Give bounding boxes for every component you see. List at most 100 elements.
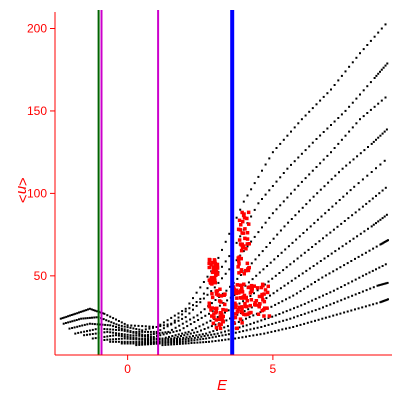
scatter-point-black-9-51 [300, 314, 303, 316]
scatter-point-black-2-79 [326, 154, 329, 157]
scatter-point-red-4-22 [247, 222, 251, 226]
scatter-point-red-0-16 [210, 314, 214, 318]
scatter-point-black-6-59 [294, 277, 297, 280]
scatter-point-red-2-9 [260, 294, 264, 299]
scatter-point-red-0-39 [218, 315, 223, 319]
scatter-point-black-3-55 [250, 262, 253, 265]
scatter-point-black-10-46 [314, 319, 316, 322]
scatter-point-black-4-85 [375, 167, 377, 170]
scatter-point-black-7-66 [328, 272, 331, 275]
scatter-point-black-1-91 [355, 97, 358, 100]
scatter-point-black-2-94 [380, 99, 383, 102]
scatter-point-black-6-71 [338, 247, 340, 250]
scatter-point-black-7-5 [123, 340, 126, 343]
scatter-point-black-0-87 [326, 92, 329, 95]
scatter-point-black-1-49 [202, 292, 205, 295]
scatter-point-black-2-18 [115, 326, 117, 328]
scatter-point-black-6-52 [269, 294, 271, 297]
scatter-point-black-2-11 [96, 323, 99, 326]
scatter-point-black-0-42 [162, 321, 165, 324]
scatter-point-black-7-72 [350, 260, 353, 262]
scatter-point-black-10-52 [335, 313, 338, 316]
scatter-point-black-4-24 [152, 335, 155, 338]
scatter-point-black-10-30 [255, 333, 258, 336]
scatter-point-black-3-23 [141, 333, 144, 336]
scatter-point-black-6-33 [200, 329, 202, 332]
scatter-point-black-5-84 [375, 194, 377, 197]
scatter-point-black-2-83 [340, 138, 343, 141]
scatter-point-black-4-40 [208, 312, 210, 315]
scatter-point-black-8-58 [311, 299, 314, 302]
scatter-point-red-1-29 [238, 290, 242, 294]
scatter-point-black-6-84 [379, 218, 382, 221]
scatter-point-black-4-13 [120, 333, 123, 335]
scatter-point-red-1-22 [238, 317, 243, 321]
scatter-point-black-10-10 [190, 342, 193, 344]
scatter-point-black-1-102 [384, 64, 387, 67]
scatter-point-black-1-45 [188, 307, 191, 310]
scatter-point-black-9-36 [245, 329, 248, 332]
scatter-point-black-3-68 [298, 210, 300, 213]
scatter-point-black-6-2 [106, 338, 109, 341]
scatter-point-black-1-85 [333, 120, 336, 123]
scatter-point-red-2-12 [257, 305, 261, 309]
scatter-point-black-6-77 [359, 232, 362, 235]
scatter-point-black-9-34 [238, 330, 241, 333]
scatter-point-black-3-70 [305, 203, 308, 206]
scatter-point-black-2-60 [257, 231, 260, 234]
scatter-point-black-10-35 [274, 330, 277, 333]
scatter-point-black-7-85 [384, 240, 387, 243]
scatter-point-black-5-12 [126, 335, 129, 338]
scatter-point-black-1-3 [69, 320, 72, 323]
scatter-point-black-4-17 [132, 334, 135, 337]
scatter-point-black-2-38 [177, 319, 180, 322]
scatter-point-black-5-62 [296, 257, 299, 260]
scatter-point-black-1-39 [166, 323, 169, 326]
scatter-point-black-7-63 [317, 278, 320, 281]
scatter-point-red-4-14 [236, 256, 240, 260]
scatter-point-black-9-37 [249, 328, 252, 331]
scatter-point-black-0-35 [137, 324, 140, 327]
scatter-point-black-8-18 [173, 340, 176, 342]
scatter-point-black-3-29 [158, 332, 161, 335]
scatter-point-black-8-45 [263, 318, 266, 321]
scatter-point-black-9-15 [178, 341, 181, 343]
scatter-point-red-0-37 [207, 304, 212, 309]
scatter-point-black-2-65 [275, 208, 278, 211]
scatter-point-black-2-62 [264, 221, 267, 224]
scatter-point-black-0-54 [206, 275, 209, 278]
scatter-point-black-7-0 [109, 340, 112, 343]
scatter-point-red-2-29 [242, 293, 247, 298]
scatter-point-black-3-73 [316, 192, 319, 195]
scatter-point-red-1-40 [243, 312, 248, 317]
scatter-point-red-4-11 [245, 231, 250, 235]
scatter-point-black-0-45 [173, 314, 176, 317]
scatter-point-black-0-48 [184, 307, 187, 310]
scatter-point-black-2-59 [253, 235, 256, 238]
scatter-point-black-10-68 [383, 299, 386, 302]
scatter-point-black-9-8 [158, 342, 161, 345]
scatter-point-black-7-54 [285, 298, 287, 301]
scatter-point-black-8-52 [289, 308, 292, 311]
scatter-point-black-10-57 [354, 308, 356, 311]
scatter-point-black-3-75 [323, 185, 326, 188]
scatter-point-black-9-53 [307, 311, 310, 314]
scatter-point-black-3-5 [88, 329, 91, 332]
scatter-point-black-10-58 [357, 307, 360, 310]
scatter-point-red-2-4 [260, 292, 264, 297]
scatter-point-black-0-44 [170, 316, 173, 319]
scatter-point-black-10-32 [263, 332, 266, 335]
scatter-point-red-4-15 [239, 248, 244, 253]
scatter-point-black-5-42 [224, 311, 226, 314]
scatter-point-black-7-79 [375, 245, 378, 248]
scatter-point-black-10-14 [202, 341, 205, 344]
scatter-point-black-9-5 [149, 343, 152, 346]
scatter-point-black-10-3 [170, 343, 173, 346]
scatter-point-red-1-9 [235, 288, 239, 292]
scatter-point-black-5-29 [177, 333, 180, 336]
scatter-point-black-5-47 [242, 300, 245, 303]
scatter-point-black-9-44 [274, 321, 277, 324]
scatter-point-black-3-84 [356, 155, 359, 158]
scatter-point-black-8-70 [354, 278, 357, 281]
scatter-point-black-8-78 [381, 265, 384, 267]
